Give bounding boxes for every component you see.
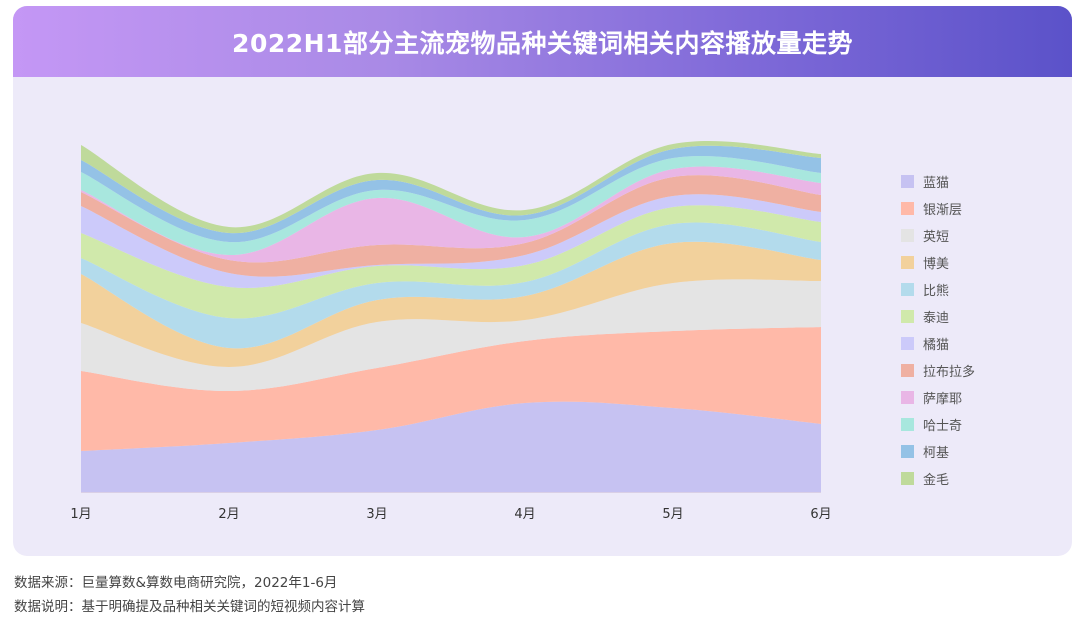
legend-item[interactable]: 哈士奇 <box>901 411 975 438</box>
area-series-4 <box>81 241 821 368</box>
x-tick-label: 3月 <box>366 507 387 522</box>
legend-item[interactable]: 拉布拉多 <box>901 357 975 384</box>
legend-label: 银渐层 <box>923 203 963 218</box>
legend-label: 泰迪 <box>923 311 950 326</box>
chart-title: 2022H1部分主流宠物品种关键词相关内容播放量走势 <box>232 28 853 58</box>
chart-header: 2022H1部分主流宠物品种关键词相关内容播放量走势 <box>13 6 1072 77</box>
legend-item[interactable]: 泰迪 <box>901 303 975 330</box>
area-series-11 <box>81 145 821 243</box>
legend-item[interactable]: 英短 <box>901 222 975 249</box>
area-series-10 <box>81 155 821 256</box>
legend-swatch <box>901 472 914 485</box>
area-series-5 <box>81 222 821 349</box>
legend-label: 哈士奇 <box>923 419 963 434</box>
legend-item[interactable]: 橘猫 <box>901 330 975 357</box>
legend-item[interactable]: 柯基 <box>901 438 975 465</box>
legend-item[interactable]: 银渐层 <box>901 195 975 222</box>
legend-label: 比熊 <box>923 284 950 299</box>
legend-item[interactable]: 金毛 <box>901 465 975 492</box>
x-tick-label: 6月 <box>810 507 831 522</box>
area-series-7 <box>81 194 821 288</box>
footer-source: 数据来源：巨量算数&算数电商研究院，2022年1-6月 <box>14 575 338 591</box>
legend-swatch <box>901 364 914 377</box>
x-tick-label: 2月 <box>218 507 239 522</box>
legend-item[interactable]: 博美 <box>901 249 975 276</box>
area-series-1 <box>81 401 821 492</box>
legend-swatch <box>901 418 914 431</box>
legend-item[interactable]: 蓝猫 <box>901 168 975 195</box>
x-tick-label: 5月 <box>662 507 683 522</box>
area-series-9 <box>81 166 821 263</box>
legend-label: 博美 <box>923 257 950 272</box>
legend-label: 英短 <box>923 230 950 245</box>
legend-item[interactable]: 比熊 <box>901 276 975 303</box>
legend-label: 蓝猫 <box>923 176 950 191</box>
legend-item[interactable]: 萨摩耶 <box>901 384 975 411</box>
legend-swatch <box>901 337 914 350</box>
area-series-2 <box>81 327 821 451</box>
legend-label: 金毛 <box>923 473 950 488</box>
footer-note: 数据说明：基于明确提及品种相关关键词的短视频内容计算 <box>14 599 365 615</box>
legend-swatch <box>901 445 914 458</box>
legend-swatch <box>901 229 914 242</box>
area-series-3 <box>81 279 821 392</box>
legend-swatch <box>901 256 914 269</box>
x-tick-label: 1月 <box>70 507 91 522</box>
x-tick-label: 4月 <box>514 507 535 522</box>
legend-label: 柯基 <box>923 446 950 461</box>
legend-swatch <box>901 310 914 323</box>
legend-label: 橘猫 <box>923 338 950 353</box>
legend-label: 拉布拉多 <box>923 365 976 380</box>
legend-swatch <box>901 283 914 296</box>
legend-label: 萨摩耶 <box>923 392 963 407</box>
area-series-8 <box>81 175 821 277</box>
legend-swatch <box>901 175 914 188</box>
area-series-6 <box>81 205 821 319</box>
legend: 蓝猫银渐层英短博美比熊泰迪橘猫拉布拉多萨摩耶哈士奇柯基金毛 <box>901 168 975 492</box>
legend-swatch <box>901 391 914 404</box>
legend-swatch <box>901 202 914 215</box>
